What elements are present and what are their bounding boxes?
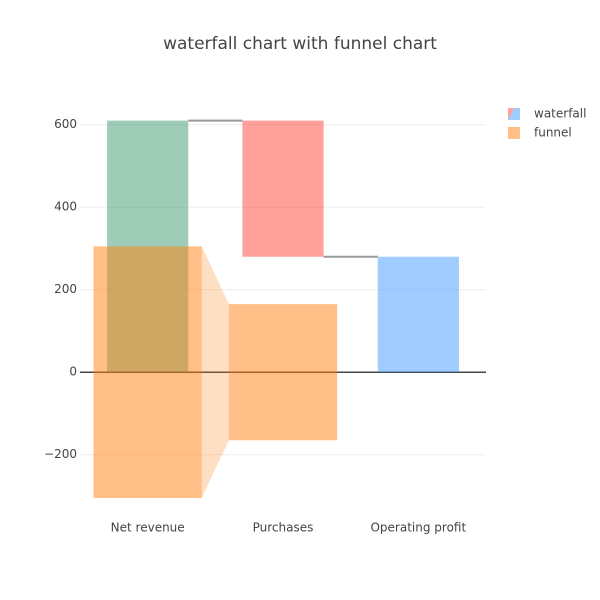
funnel-connector (201, 246, 229, 498)
legend-label: waterfall (534, 107, 586, 121)
y-tick-label: 400 (54, 200, 77, 214)
legend-swatch (508, 108, 520, 120)
y-tick-label: −200 (44, 447, 77, 461)
legend-swatch (508, 127, 520, 139)
chart-title: waterfall chart with funnel chart (163, 34, 437, 54)
waterfall-bar (377, 256, 459, 373)
x-tick-label: Purchases (253, 521, 314, 535)
x-tick-label: Operating profit (370, 521, 466, 535)
waterfall-bar (242, 120, 324, 257)
y-tick-label: 600 (54, 117, 77, 131)
y-tick-label: 200 (54, 282, 77, 296)
x-tick-label: Net revenue (111, 521, 185, 535)
legend-label: funnel (534, 126, 572, 140)
funnel-bar (228, 304, 338, 441)
funnel-bar (93, 246, 202, 498)
y-tick-label: 0 (69, 365, 77, 379)
